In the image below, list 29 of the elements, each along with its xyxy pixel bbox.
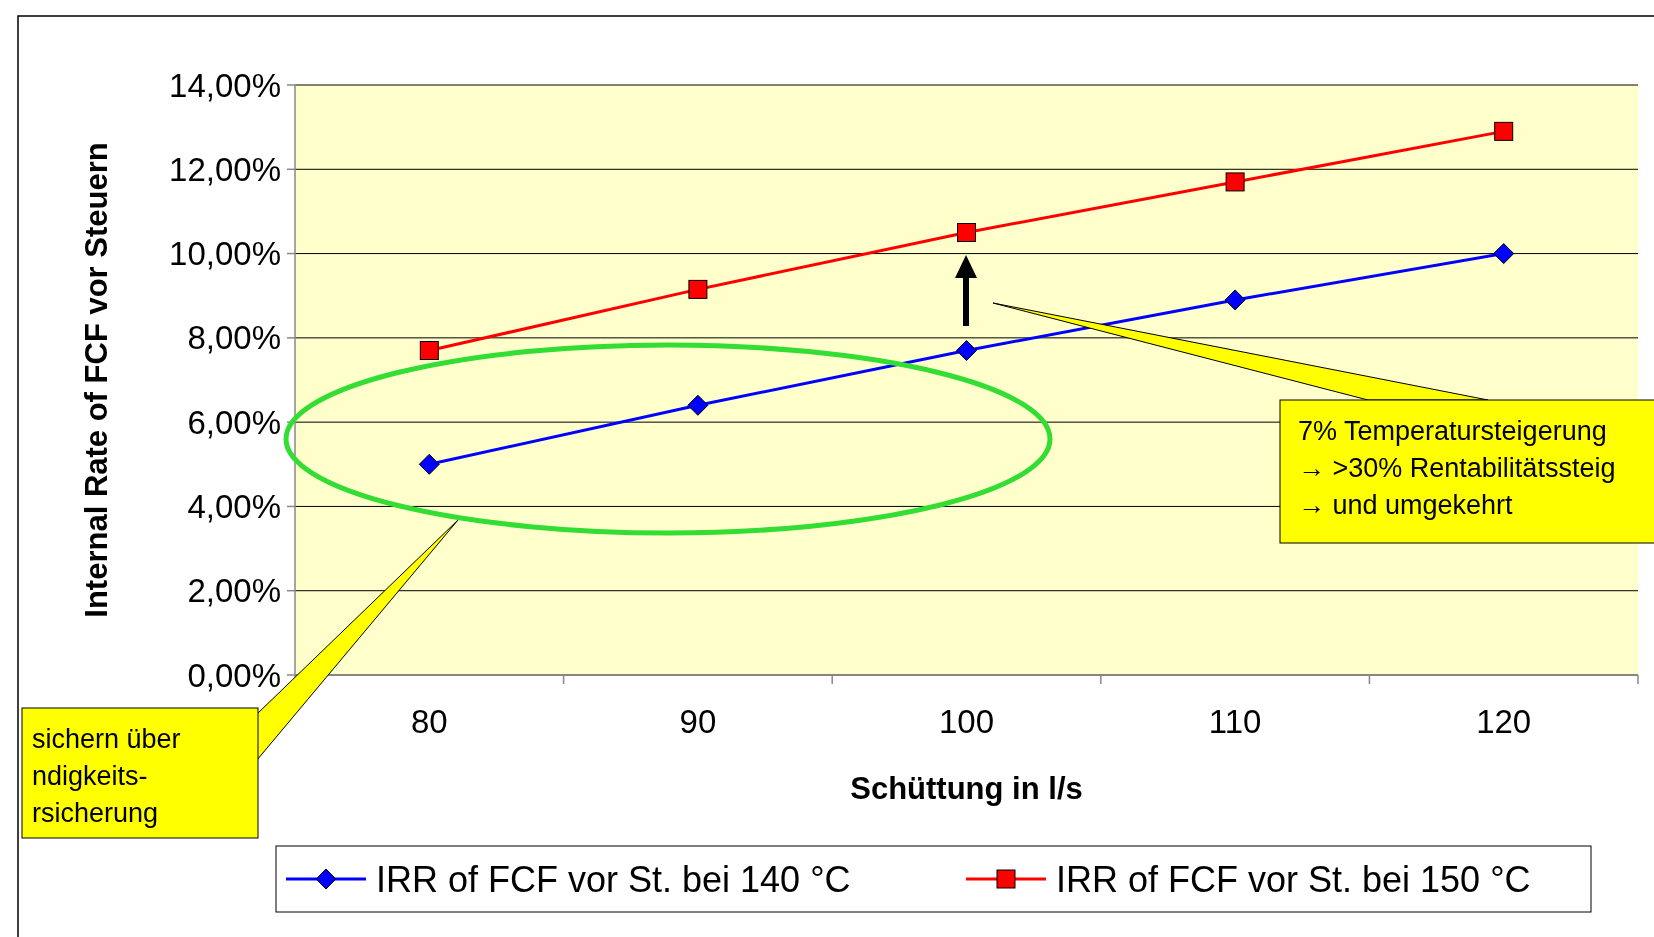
- point: [687, 394, 709, 416]
- legend-label: IRR of FCF vor St. bei 150 °C: [1056, 858, 1531, 900]
- y-tick-label: 14,00%: [169, 66, 281, 104]
- y-axis-title: Internal Rate of FCF vor Steuern: [79, 142, 114, 618]
- y-tick-label: 8,00%: [187, 319, 281, 357]
- x-tick-label: 80: [410, 703, 448, 740]
- point: [418, 453, 440, 475]
- y-tick-label: 2,00%: [187, 572, 281, 610]
- point: [1225, 172, 1245, 192]
- y-tick-label: 6,00%: [187, 403, 281, 441]
- x-tick-label: 90: [679, 703, 717, 740]
- point: [688, 279, 708, 299]
- y-tick-label: 4,00%: [187, 487, 281, 525]
- point: [1493, 243, 1515, 265]
- x-tick-label: 100: [938, 703, 995, 740]
- point: [419, 341, 439, 360]
- point: [1494, 121, 1514, 141]
- annotation: 7% Temperatursteigerung → >30% Rentabilitätssteig → und umgekehrt: [1298, 416, 1616, 520]
- x-axis-title: Schüttung in l/s: [850, 771, 1083, 806]
- y-tick-label: 0,00%: [187, 656, 281, 694]
- x-tick-label: 110: [1208, 703, 1262, 740]
- point: [957, 223, 976, 242]
- point: [956, 340, 977, 361]
- text: sichern über ndigkeits- rsicherung: [32, 724, 181, 828]
- y-tick-label: 12,00%: [169, 150, 281, 188]
- point: [1224, 289, 1246, 311]
- x-tick-label: 120: [1476, 703, 1532, 740]
- legend-label: IRR of FCF vor St. bei 140 °C: [376, 858, 851, 900]
- y-tick-label: 10,00%: [169, 235, 281, 273]
